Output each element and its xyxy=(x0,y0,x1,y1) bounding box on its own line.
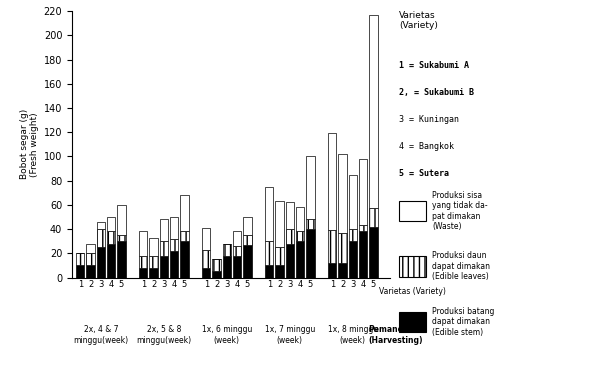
Bar xyxy=(338,154,347,233)
Bar xyxy=(328,230,337,263)
Bar xyxy=(202,268,211,278)
Bar xyxy=(107,232,115,243)
Bar xyxy=(223,243,231,256)
Text: 1x, 8 minggu
(week): 1x, 8 minggu (week) xyxy=(328,326,378,345)
Bar xyxy=(139,268,148,278)
Bar xyxy=(328,263,337,278)
Bar xyxy=(306,229,314,278)
Bar xyxy=(306,219,314,229)
Bar xyxy=(139,256,148,268)
Bar xyxy=(275,247,284,265)
Bar xyxy=(117,241,125,278)
Bar xyxy=(296,241,304,278)
Bar xyxy=(359,232,367,278)
Bar xyxy=(202,228,211,250)
Bar xyxy=(117,235,125,241)
Bar xyxy=(180,241,188,278)
Bar xyxy=(97,247,105,278)
Text: Pemanenan
(Harvesting): Pemanenan (Harvesting) xyxy=(368,326,423,345)
Bar xyxy=(286,229,294,243)
Text: 1x, 7 minggu
(week): 1x, 7 minggu (week) xyxy=(265,326,315,345)
Bar xyxy=(170,217,178,239)
Bar xyxy=(233,256,241,278)
Text: Varietas
(Variety): Varietas (Variety) xyxy=(399,11,438,30)
Bar xyxy=(117,205,125,235)
Bar xyxy=(76,253,85,265)
Text: Produksi daun
dapat dimakan
(Edible leaves): Produksi daun dapat dimakan (Edible leav… xyxy=(432,252,490,281)
Bar xyxy=(202,250,211,268)
Bar xyxy=(349,175,357,229)
Bar xyxy=(275,201,284,247)
Text: 3 = Kuningan: 3 = Kuningan xyxy=(399,115,459,124)
Text: Produksi sisa
yang tidak da-
pat dimakan
(Waste): Produksi sisa yang tidak da- pat dimakan… xyxy=(432,191,488,231)
Bar xyxy=(243,235,251,245)
Bar xyxy=(265,187,274,241)
Bar xyxy=(306,157,314,219)
Bar xyxy=(286,202,294,229)
Bar xyxy=(359,225,367,232)
Bar xyxy=(243,245,251,278)
Bar xyxy=(296,232,304,241)
Bar xyxy=(180,232,188,241)
Bar xyxy=(275,265,284,278)
Bar xyxy=(286,243,294,278)
Bar xyxy=(86,253,95,265)
Bar xyxy=(149,256,158,268)
Bar xyxy=(160,241,168,256)
Bar xyxy=(160,219,168,241)
Bar xyxy=(160,256,168,278)
Bar xyxy=(296,207,304,232)
Bar xyxy=(86,243,95,253)
Bar xyxy=(97,222,105,229)
Text: 4 = Bangkok: 4 = Bangkok xyxy=(399,142,454,151)
Text: 1 = Sukabumi A: 1 = Sukabumi A xyxy=(399,61,469,70)
Bar xyxy=(359,159,367,225)
Bar xyxy=(265,265,274,278)
Bar xyxy=(170,239,178,251)
Bar xyxy=(180,195,188,232)
Bar xyxy=(369,227,377,278)
Bar xyxy=(349,241,357,278)
Bar xyxy=(338,233,347,263)
Bar xyxy=(97,229,105,247)
Bar xyxy=(107,217,115,232)
Bar xyxy=(349,229,357,241)
Bar xyxy=(369,15,377,208)
Bar xyxy=(233,232,241,246)
Bar xyxy=(338,263,347,278)
Bar xyxy=(369,208,377,227)
Bar xyxy=(76,265,85,278)
Bar xyxy=(223,256,231,278)
Text: 2x, 5 & 8
minggu(week): 2x, 5 & 8 minggu(week) xyxy=(136,326,191,345)
Bar xyxy=(212,272,221,278)
Bar xyxy=(243,217,251,235)
Bar xyxy=(149,238,158,256)
Bar xyxy=(149,268,158,278)
Bar xyxy=(86,265,95,278)
Bar xyxy=(212,259,221,272)
Bar xyxy=(233,246,241,256)
Bar xyxy=(328,134,337,230)
Text: Produksi batang
dapat dimakan
(Edible stem): Produksi batang dapat dimakan (Edible st… xyxy=(432,307,494,337)
Text: 5 = Sutera: 5 = Sutera xyxy=(399,169,449,178)
Text: 2, = Sukabumi B: 2, = Sukabumi B xyxy=(399,88,474,97)
Bar xyxy=(170,251,178,278)
Bar xyxy=(265,241,274,265)
Bar xyxy=(139,232,148,256)
Text: 1x, 6 minggu
(week): 1x, 6 minggu (week) xyxy=(202,326,252,345)
Y-axis label: Bobot segar (g)
(Fresh weight): Bobot segar (g) (Fresh weight) xyxy=(20,109,40,179)
Bar xyxy=(107,243,115,278)
Text: 2x, 4 & 7
minggu(week): 2x, 4 & 7 minggu(week) xyxy=(73,326,128,345)
Text: Varietas (Variety): Varietas (Variety) xyxy=(379,287,445,296)
